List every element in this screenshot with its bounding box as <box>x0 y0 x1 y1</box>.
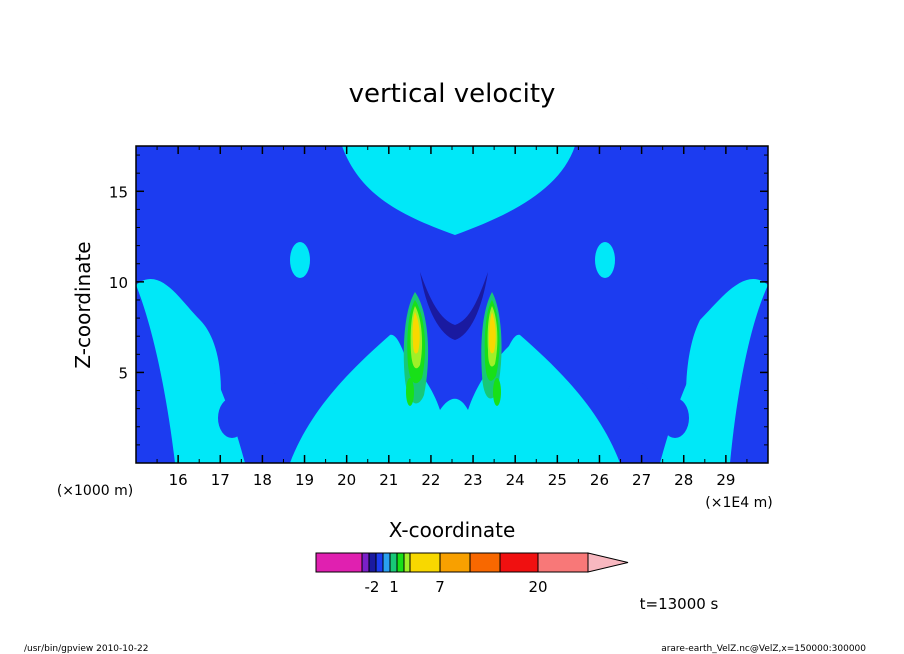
chart-title: vertical velocity <box>349 79 556 109</box>
blob-left-2 <box>218 398 246 438</box>
streak-left <box>406 378 414 406</box>
colorbar-segment <box>499 552 539 573</box>
x-tick-label: 18 <box>253 471 272 489</box>
colorbar-segment <box>368 552 377 573</box>
colorbar-segment <box>396 552 405 573</box>
y-tick-label: 15 <box>109 183 128 201</box>
x-tick-label: 20 <box>337 471 356 489</box>
colorbar-tick-label: 7 <box>435 578 445 596</box>
region-weak-down-left <box>136 285 175 463</box>
colorbar-segment <box>315 552 363 573</box>
blob-right-1 <box>626 382 650 414</box>
blob-right-3 <box>595 242 615 278</box>
y-tick-label: 5 <box>118 364 128 382</box>
region-weak-down-main <box>136 146 768 463</box>
colorbar-segment <box>537 552 589 573</box>
contour-field <box>136 146 768 463</box>
blob-left-1 <box>258 382 282 414</box>
x-tick-label: 17 <box>211 471 230 489</box>
x-axis-unit: (×1E4 m) <box>705 495 772 511</box>
colorbar-segment <box>409 552 441 573</box>
blob-right-2 <box>661 398 689 438</box>
x-tick-label: 23 <box>464 471 483 489</box>
colorbar-segment <box>389 552 398 573</box>
colorbar-segment <box>382 552 391 573</box>
x-tick-label: 27 <box>632 471 651 489</box>
footer-right: arare-earth_VelZ.nc@VelZ,x=150000:300000 <box>661 644 866 654</box>
x-tick-label: 28 <box>674 471 693 489</box>
y-axis: 5 10 15 <box>109 154 768 446</box>
blob-left-3 <box>290 242 310 278</box>
colorbar-segment <box>361 552 370 573</box>
y-tick-label: 10 <box>109 274 128 292</box>
x-axis: 16 17 18 19 20 21 22 23 24 25 26 27 28 29 <box>156 146 748 489</box>
time-label: t=13000 s <box>640 595 719 613</box>
colorbar-tick-label: 1 <box>389 578 399 596</box>
x-tick-label: 25 <box>548 471 567 489</box>
x-tick-label: 19 <box>295 471 314 489</box>
x-tick-label: 16 <box>169 471 188 489</box>
colorbar-segment <box>403 552 411 573</box>
colorbar-extend-arrow <box>587 552 629 573</box>
streak-right <box>493 378 501 406</box>
x-tick-label: 21 <box>379 471 398 489</box>
colorbar-tick-label: -2 <box>365 578 380 596</box>
y-axis-unit: (×1000 m) <box>57 483 133 499</box>
footer-left: /usr/bin/gpview 2010-10-22 <box>24 644 148 654</box>
x-tick-label: 22 <box>421 471 440 489</box>
updraft-right-core <box>489 312 496 354</box>
colorbar-segment <box>375 552 384 573</box>
y-axis-label: Z-coordinate <box>71 241 95 368</box>
colorbar-segment <box>469 552 501 573</box>
x-tick-label: 26 <box>590 471 609 489</box>
region-weak-down-right <box>730 285 768 463</box>
x-axis-label: X-coordinate <box>389 518 516 542</box>
colorbar: -2 1 7 20 <box>315 552 629 596</box>
region-down-center <box>420 272 488 340</box>
x-tick-label: 29 <box>716 471 735 489</box>
updraft-left-core <box>412 312 420 354</box>
colorbar-tick-label: 20 <box>528 578 547 596</box>
colorbar-segment <box>439 552 471 573</box>
x-tick-label: 24 <box>506 471 525 489</box>
